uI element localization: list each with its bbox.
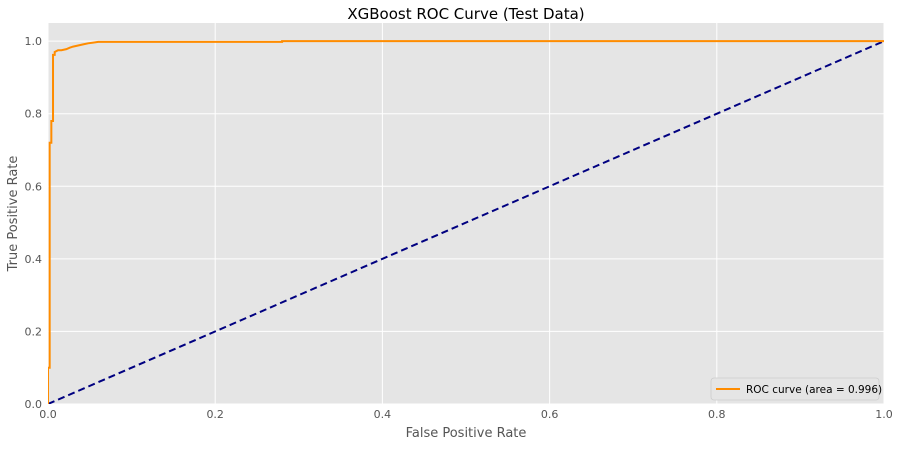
y-axis-label: True Positive Rate	[6, 156, 21, 273]
x-tick-label: 0.8	[708, 408, 726, 421]
plot-background	[48, 23, 884, 404]
chart-title: XGBoost ROC Curve (Test Data)	[347, 5, 584, 23]
x-tick-label: 0.4	[374, 408, 392, 421]
x-tick-label: 0.2	[206, 408, 224, 421]
legend: ROC curve (area = 0.996)	[710, 377, 882, 401]
x-axis-label: False Positive Rate	[406, 426, 527, 441]
series-lines	[48, 40, 884, 404]
tick-labels: 0.0 0.2 0.4 0.6 0.8 1.0 0.0 0.2 0.4 0.6 0.8 1.0	[25, 35, 893, 421]
x-tick-label: 0.6	[541, 408, 559, 421]
y-tick-label: 1.0	[25, 35, 43, 48]
x-tick-label: 1.0	[875, 408, 893, 421]
roc-curve-line	[48, 40, 884, 404]
diagonal-reference-line	[48, 40, 884, 404]
y-tick-label: 0.4	[25, 253, 43, 266]
legend-box	[710, 377, 880, 401]
y-tick-label: 0.8	[25, 108, 43, 121]
x-tick-label: 0.0	[39, 408, 57, 421]
y-tick-label: 0.6	[25, 180, 43, 193]
y-tick-label: 0.2	[25, 325, 43, 338]
y-tick-label: 0.0	[25, 398, 43, 411]
legend-label-roc: ROC curve (area = 0.996)	[746, 384, 882, 396]
